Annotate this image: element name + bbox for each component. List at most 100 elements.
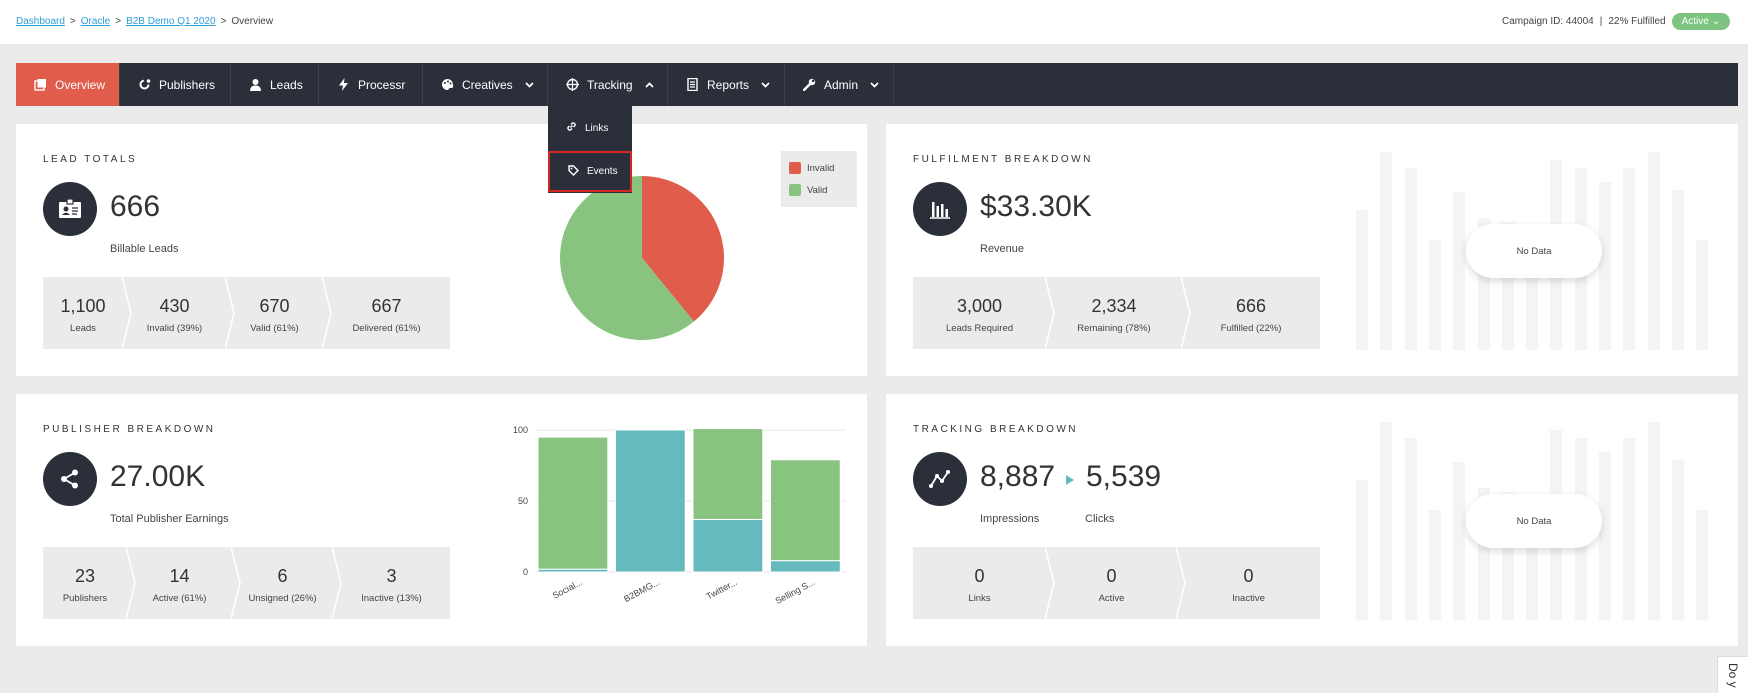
placeholder-bar xyxy=(1671,460,1684,620)
status-badge[interactable]: Active ⌄ xyxy=(1671,13,1730,30)
stat-label: Active (61%) xyxy=(152,593,207,604)
stat-label: Fulfilled (22%) xyxy=(1220,323,1282,334)
placeholder-bar xyxy=(1356,210,1368,350)
legend-label: Invalid xyxy=(807,162,835,174)
nav-publishers[interactable]: Publishers xyxy=(120,63,231,106)
stat-value: 23 xyxy=(74,566,96,586)
placeholder-bar xyxy=(1380,422,1393,620)
dropdown-label: Links xyxy=(585,122,609,134)
placeholder-bar xyxy=(1647,152,1660,350)
stat-value: 3,000 xyxy=(956,296,1003,316)
placeholder-bar xyxy=(1404,438,1417,620)
stat-fulfilled: 666 Fulfilled (22%) xyxy=(1182,277,1320,349)
billable-leads-value: 666 xyxy=(110,190,161,223)
stat-divider xyxy=(122,277,132,349)
tag-icon xyxy=(568,164,579,179)
campaign-fulfilled: 22% Fulfilled xyxy=(1608,16,1666,27)
placeholder-bar xyxy=(1696,240,1709,350)
stat-value: 3 xyxy=(386,566,397,586)
stat-publishers: 23 Publishers xyxy=(43,547,136,619)
publisher-stats: 23 Publishers 14 Active (61%) 6 Unsigned… xyxy=(43,547,450,619)
placeholder-bar xyxy=(1428,510,1441,620)
stat-value: 0 xyxy=(1106,566,1117,586)
clicks-value: 5,539 xyxy=(1086,460,1162,493)
billable-leads-label: Billable Leads xyxy=(110,243,179,255)
dropdown-item-events[interactable]: Events xyxy=(548,151,632,192)
impressions-label: Impressions xyxy=(980,513,1040,525)
stat-divider xyxy=(1045,547,1055,619)
nav-tracking[interactable]: Tracking xyxy=(548,63,668,106)
main-nav: Overview Publishers Leads Processr Creat… xyxy=(16,63,1738,106)
fulfilment-stats: 3,000 Leads Required 2,334 Remaining (78… xyxy=(913,277,1320,349)
stat-label: Inactive (13%) xyxy=(361,593,422,604)
legend-label: Valid xyxy=(807,184,828,196)
fulfilment-card: FULFILMENT BREAKDOWN $33.30K Revenue 3,0… xyxy=(886,124,1738,376)
stat-value: 0 xyxy=(1243,566,1254,586)
stat-inactive: 0 Inactive xyxy=(1177,547,1320,619)
stat-value: 670 xyxy=(259,296,290,316)
stat-invalid: 430 Invalid (39%) xyxy=(123,277,235,349)
no-data-badge: No Data xyxy=(1466,224,1602,278)
stat-active: 0 Active xyxy=(1046,547,1186,619)
crosshair-icon xyxy=(566,78,579,91)
feedback-tab[interactable]: Do y xyxy=(1717,656,1748,693)
revenue-value: $33.30K xyxy=(980,190,1092,223)
placeholder-bar xyxy=(1453,462,1466,620)
nav-reports[interactable]: Reports xyxy=(668,63,785,106)
nav-label: Reports xyxy=(707,77,750,92)
dropdown-item-links[interactable]: Links xyxy=(548,108,632,148)
tracking-card: TRACKING BREAKDOWN 8,887 5,539 Impressio… xyxy=(886,394,1738,646)
link-icon xyxy=(566,121,577,135)
x-tick-label: B2BMG... xyxy=(622,577,661,604)
placeholder-bar xyxy=(1599,452,1611,620)
bar-segment xyxy=(537,436,609,570)
nav-admin[interactable]: Admin xyxy=(785,63,894,106)
publisher-bar-chart: 0 50 100 Social... B2BMG... Twitter... Selling… xyxy=(513,425,846,606)
nav-processr[interactable]: Processr xyxy=(319,63,423,106)
revenue-label: Revenue xyxy=(980,243,1025,255)
stat-leads-required: 3,000 Leads Required xyxy=(913,277,1055,349)
nav-leads[interactable]: Leads xyxy=(231,63,319,106)
nav-label: Admin xyxy=(824,77,859,92)
lead-totals-card: LEAD TOTALS 666 Billable Leads 1,100 Lea… xyxy=(16,124,867,376)
breadcrumb-oracle[interactable]: Oracle xyxy=(80,16,111,27)
y-tick-label: 100 xyxy=(513,425,528,435)
placeholder-bar xyxy=(1356,480,1368,620)
stat-value: 1,100 xyxy=(60,296,106,316)
breadcrumb-dashboard[interactable]: Dashboard xyxy=(16,16,65,27)
play-arrow-icon xyxy=(1065,473,1075,491)
stat-label: Leads xyxy=(70,323,96,334)
stat-divider xyxy=(1181,277,1191,349)
nav-overview[interactable]: Overview xyxy=(16,63,120,106)
legend-swatch xyxy=(789,184,801,196)
stat-label: Unsigned (26%) xyxy=(248,593,317,604)
stat-label: Inactive xyxy=(1232,593,1265,604)
breadcrumb-current: Overview xyxy=(231,16,274,27)
bar-segment xyxy=(615,429,686,573)
stat-label: Leads Required xyxy=(945,323,1014,334)
breadcrumb: Dashboard > Oracle > B2B Demo Q1 2020 > Overvi… xyxy=(16,16,273,27)
card-title: PUBLISHER BREAKDOWN xyxy=(43,424,216,435)
chevron-down-icon xyxy=(761,80,770,90)
chevron-up-icon xyxy=(644,80,654,90)
share-icon xyxy=(43,452,97,506)
placeholder-bar xyxy=(1623,168,1636,350)
feedback-tab-label: Do y xyxy=(1726,662,1740,688)
x-tick-label: Social... xyxy=(551,577,584,601)
status-label: Active xyxy=(1681,16,1709,27)
stat-unsigned: 6 Unsigned (26%) xyxy=(232,547,342,619)
placeholder-bar xyxy=(1428,240,1441,350)
nav-label: Processr xyxy=(358,77,406,92)
breadcrumb-campaign[interactable]: B2B Demo Q1 2020 xyxy=(126,16,216,27)
stat-divider xyxy=(322,277,332,349)
y-tick-label: 0 xyxy=(523,567,528,577)
nav-creatives[interactable]: Creatives xyxy=(423,63,548,106)
earnings-label: Total Publisher Earnings xyxy=(110,513,229,525)
chevron-down-icon: ⌄ xyxy=(1711,16,1720,27)
placeholder-bar xyxy=(1696,510,1709,620)
breadcrumb-separator: > xyxy=(115,16,122,27)
stat-label: Delivered (61%) xyxy=(352,323,421,334)
stat-divider xyxy=(231,547,241,619)
stat-delivered: 667 Delivered (61%) xyxy=(323,277,450,349)
stat-value: 666 xyxy=(1235,296,1267,316)
